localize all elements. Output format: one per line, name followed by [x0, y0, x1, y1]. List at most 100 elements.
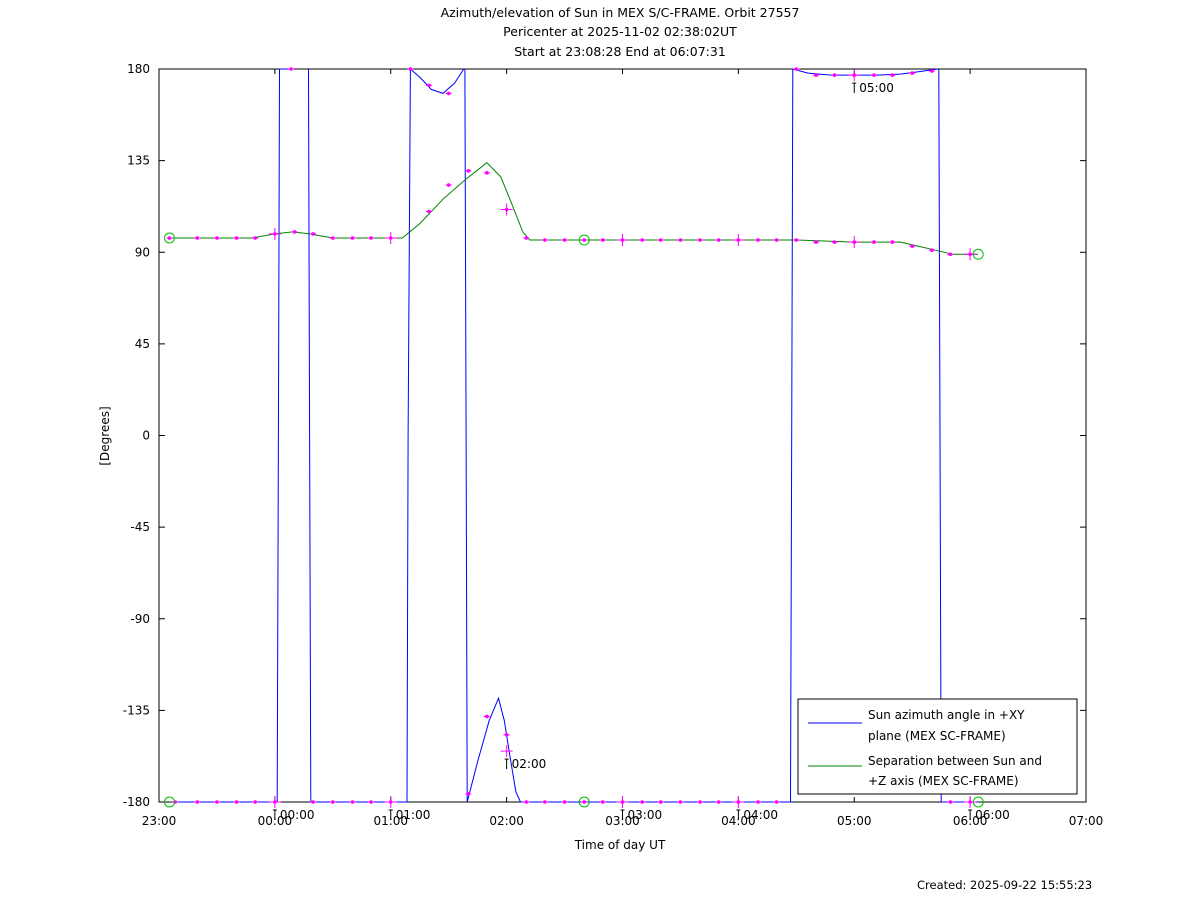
y-tick-label: 45 — [135, 337, 150, 351]
data-point-azimuth — [350, 800, 355, 804]
data-point-separation — [215, 236, 219, 240]
data-point-separation — [930, 248, 934, 253]
time-annotation-label: 04:00 — [743, 808, 778, 822]
data-point-azimuth — [678, 800, 683, 804]
data-point-separation — [582, 238, 587, 242]
x-tick-label: 04:00 — [721, 814, 756, 828]
data-point-azimuth — [582, 800, 587, 804]
data-point-azimuth — [794, 67, 799, 71]
x-tick-label: 03:00 — [605, 814, 640, 828]
x-tick-label: 00:00 — [258, 814, 293, 828]
data-point-azimuth — [930, 69, 934, 73]
data-point-separation — [311, 232, 315, 236]
series-line-azimuth — [938, 68, 979, 803]
created-timestamp: Created: 2025-09-22 15:55:23 — [917, 878, 1093, 892]
x-axis-label: Time of day UT — [574, 838, 666, 852]
start-end-circle — [163, 232, 175, 244]
data-point-azimuth — [408, 67, 413, 71]
start-end-circle — [578, 796, 590, 808]
plot-area: 23:00 00:00 01:00 02:00 03:00 04:00 05:00 06:00… — [123, 62, 1104, 828]
legend-label-azimuth-line2: plane (MEX SC-FRAME) — [868, 729, 1006, 743]
series-line-separation — [169, 162, 979, 255]
data-point-azimuth — [234, 800, 239, 804]
data-point-azimuth — [832, 73, 837, 77]
y-tick-label: -180 — [123, 795, 150, 809]
data-point-separation — [427, 209, 431, 214]
time-annotation-label: 03:00 — [628, 808, 663, 822]
data-point-azimuth — [466, 792, 471, 796]
data-point-separation — [485, 171, 489, 175]
start-end-circle — [972, 796, 984, 808]
data-point-azimuth — [910, 71, 914, 75]
series-line-azimuth — [308, 67, 465, 803]
data-point-separation — [774, 238, 779, 242]
data-point-azimuth — [890, 73, 895, 77]
data-point-azimuth — [446, 91, 451, 96]
legend: Sun azimuth angle in +XY plane (MEX SC-F… — [797, 698, 1078, 795]
y-axis-label: [Degrees] — [98, 406, 112, 465]
data-point-separation — [716, 238, 721, 242]
data-point-azimuth — [872, 73, 876, 77]
chart-title: Azimuth/elevation of Sun in MEX S/C-FRAM… — [440, 5, 800, 20]
data-point-azimuth — [524, 800, 529, 804]
data-point-azimuth — [427, 83, 431, 88]
data-point-separation — [910, 244, 914, 248]
data-point-separation — [756, 238, 760, 242]
data-point-azimuth — [774, 800, 779, 804]
x-tick-label: 05:00 — [837, 814, 872, 828]
x-tick-label: 02:00 — [489, 814, 524, 828]
start-end-circle — [163, 796, 175, 808]
data-point-separation — [678, 238, 683, 242]
time-annotation-label: 05:00 — [859, 81, 894, 95]
y-tick-label: -45 — [130, 520, 150, 534]
data-point-azimuth — [562, 800, 567, 804]
x-tick-label: 06:00 — [953, 814, 988, 828]
legend-label-separation-line1: Separation between Sun and — [868, 754, 1042, 768]
start-end-circle — [972, 248, 984, 260]
x-tick-label: 01:00 — [373, 814, 408, 828]
start-end-circle — [578, 234, 590, 246]
data-point-azimuth — [311, 800, 315, 804]
data-point-separation — [794, 238, 799, 242]
data-point-separation — [167, 236, 172, 240]
data-point-separation — [350, 236, 355, 240]
data-point-azimuth — [658, 800, 663, 804]
data-point-azimuth — [814, 73, 818, 77]
x-tick-label: 07:00 — [1069, 814, 1104, 828]
y-tick-label: -90 — [130, 612, 150, 626]
data-point-azimuth — [543, 800, 547, 804]
data-point-separation — [446, 183, 451, 187]
data-point-separation — [890, 240, 895, 244]
data-point-separation — [195, 236, 200, 240]
y-tick-label: 135 — [127, 154, 150, 168]
data-point-separation — [524, 236, 529, 240]
data-point-azimuth — [485, 714, 489, 719]
data-point-azimuth — [716, 800, 721, 804]
series-line-azimuth — [175, 68, 292, 803]
data-point-azimuth — [698, 800, 702, 804]
series-line-azimuth — [464, 68, 938, 803]
data-point-azimuth — [289, 67, 293, 71]
data-point-azimuth — [948, 800, 953, 804]
time-annotation-label: 00:00 — [280, 808, 315, 822]
data-point-azimuth — [640, 800, 644, 804]
data-point-separation — [814, 240, 818, 244]
data-point-separation — [292, 230, 297, 234]
y-tick-label: 180 — [127, 62, 150, 76]
x-tick-label: 23:00 — [142, 814, 177, 828]
data-point-separation — [658, 238, 663, 242]
time-annotation-label: 06:00 — [975, 808, 1010, 822]
data-point-azimuth — [504, 733, 509, 737]
data-point-separation — [948, 252, 953, 257]
data-point-azimuth — [601, 800, 605, 804]
data-point-separation — [872, 240, 876, 244]
data-point-separation — [253, 236, 257, 240]
time-annotation-label: 02:00 — [512, 757, 547, 771]
legend-label-azimuth-line1: Sun azimuth angle in +XY — [868, 708, 1025, 722]
data-point-azimuth — [215, 800, 219, 804]
y-tick-label: 0 — [142, 429, 150, 443]
data-point-separation — [832, 240, 837, 244]
data-point-separation — [369, 236, 373, 240]
data-point-separation — [234, 236, 239, 240]
data-point-separation — [601, 238, 605, 242]
